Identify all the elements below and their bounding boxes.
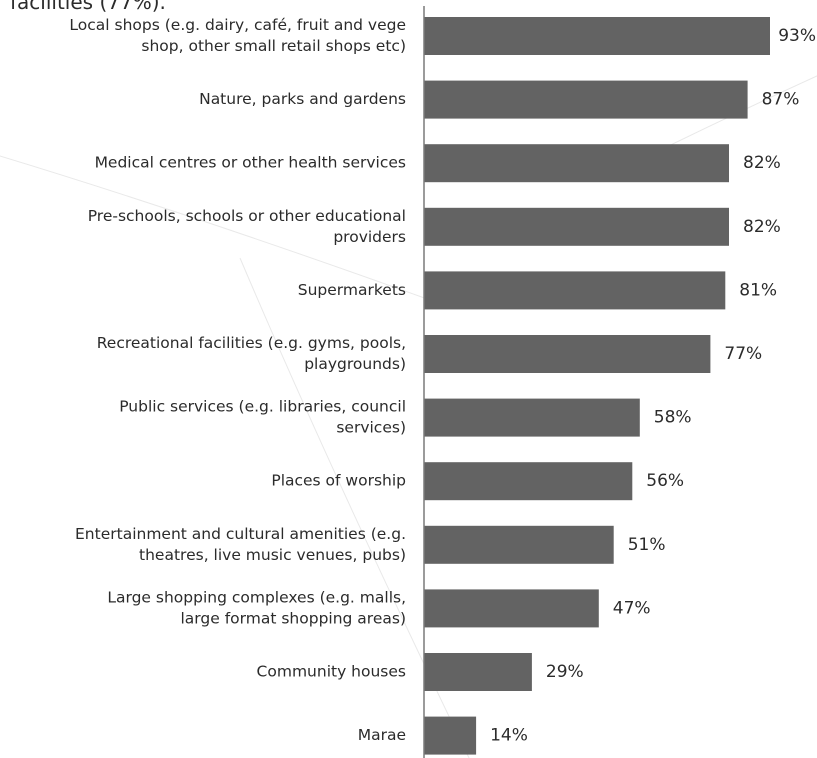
category-label-1-line-1: Local shops (e.g. dairy, café, fruit and…: [69, 16, 406, 34]
value-label-5: 81%: [739, 280, 777, 300]
value-label-8: 56%: [646, 471, 684, 491]
bar-4: [424, 207, 729, 246]
value-label-2: 87%: [762, 90, 800, 110]
category-labels: Local shops (e.g. dairy, café, fruit and…: [69, 16, 406, 744]
value-label-4: 82%: [743, 217, 781, 237]
bar-12: [424, 716, 477, 755]
value-label-7: 58%: [654, 408, 692, 428]
bar-6: [424, 335, 711, 373]
category-label-9-line-1: Entertainment and cultural amenities (e.…: [75, 525, 406, 543]
category-label-12-line-1: Marae: [358, 726, 406, 744]
value-label-11: 29%: [546, 662, 584, 682]
category-label-4-line-2: providers: [333, 228, 406, 246]
category-label-7-line-1: Public services (e.g. libraries, council: [119, 398, 406, 416]
category-label-4-line-1: Pre-schools, schools or other educationa…: [88, 207, 406, 225]
value-label-3: 82%: [743, 153, 781, 173]
category-label-6-line-1: Recreational facilities (e.g. gyms, pool…: [97, 334, 406, 352]
bar-1: [424, 17, 770, 55]
value-labels: 93% 87% 82% 82% 81% 77% 58% 56% 51% 47% 29% 14%: [490, 26, 816, 746]
category-label-1-line-2: shop, other small retail shops etc): [141, 37, 406, 55]
category-label-6-line-2: playgrounds): [304, 355, 406, 373]
category-label-3-line-1: Medical centres or other health services: [95, 154, 406, 172]
bar-11: [424, 653, 532, 691]
category-label-7-line-2: services): [336, 419, 406, 437]
bar-8: [424, 462, 633, 501]
value-label-6: 77%: [724, 344, 762, 364]
decorative-curve-left: [0, 155, 431, 301]
bar-7: [424, 398, 640, 437]
category-label-8-line-1: Places of worship: [271, 472, 406, 490]
value-label-9: 51%: [628, 535, 666, 555]
bar-2: [424, 80, 748, 119]
bars: [424, 17, 770, 755]
bar-5: [424, 271, 726, 310]
category-label-11-line-1: Community houses: [257, 663, 406, 681]
category-label-10-line-1: Large shopping complexes (e.g. malls,: [107, 588, 406, 606]
bar-9: [424, 525, 614, 564]
category-label-2-line-1: Nature, parks and gardens: [199, 90, 406, 108]
value-label-1: 93%: [778, 26, 816, 46]
intro-text-fragment: facilities (77%).: [10, 0, 166, 14]
value-label-12: 14%: [490, 726, 528, 746]
bar-3: [424, 144, 729, 183]
category-label-5-line-1: Supermarkets: [298, 281, 406, 299]
bar-10: [424, 589, 599, 628]
value-label-10: 47%: [613, 598, 651, 618]
category-label-9-line-2: theatres, live music venues, pubs): [139, 546, 406, 564]
category-label-10-line-2: large format shopping areas): [181, 609, 407, 627]
